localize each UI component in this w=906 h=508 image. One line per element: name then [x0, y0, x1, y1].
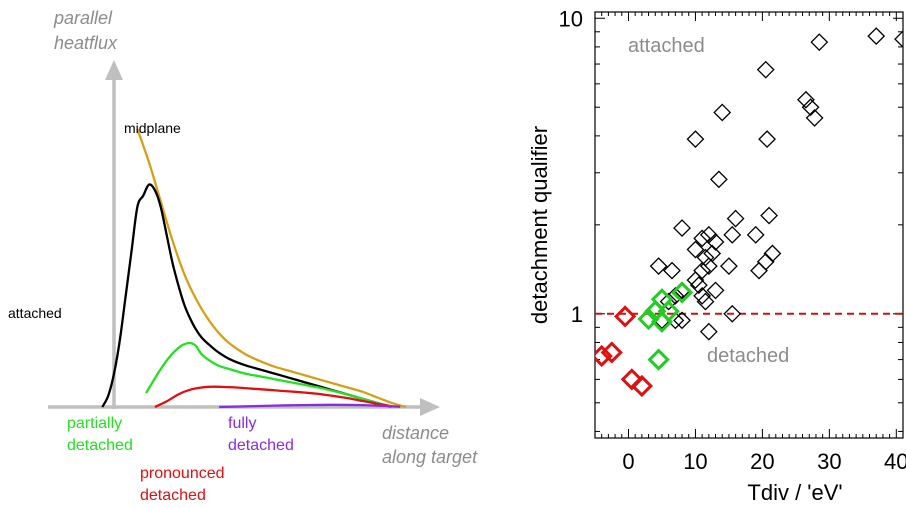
point-red [630, 374, 653, 398]
point-red [595, 344, 613, 368]
point-black [709, 170, 728, 189]
schematic-panel: parallel heatflux distance along target … [8, 8, 478, 504]
point-black [699, 322, 718, 341]
point-black [750, 261, 768, 280]
schematic-ylabel-line1: parallel [53, 8, 113, 28]
point-black [693, 229, 712, 248]
point-green [650, 288, 674, 311]
point-black [693, 286, 712, 305]
label-pronounced-line2: detached [140, 487, 206, 504]
point-black [867, 27, 886, 46]
curve-partially-detached [145, 341, 392, 409]
curve-pronounced-detached [154, 385, 392, 409]
point-black [805, 109, 824, 127]
scatter-tick-labels: 0 10 20 30 40 1 10 [559, 6, 906, 474]
schematic-xlabel-line1: distance [382, 423, 449, 443]
point-black [758, 130, 776, 149]
point-black [796, 90, 815, 109]
y-tick-label: 1 [571, 302, 583, 327]
x-tick-label: 10 [683, 449, 707, 474]
x-tick-label: 0 [622, 449, 634, 474]
point-black [673, 311, 691, 330]
point-black [723, 304, 742, 323]
point-black [673, 219, 691, 238]
scatter-points [595, 27, 903, 398]
region-label-detached: detached [707, 345, 789, 367]
point-black [801, 98, 820, 117]
point-black [723, 225, 742, 244]
x-tick-label: 20 [750, 449, 774, 474]
point-black [746, 225, 765, 244]
point-black [763, 244, 782, 263]
label-pronounced-line1: pronounced [140, 465, 225, 482]
x-tick-label: 30 [817, 449, 841, 474]
point-black [666, 286, 685, 305]
point-black [686, 271, 705, 290]
point-black [706, 233, 725, 251]
point-black [760, 206, 779, 225]
scatter-ylabel: detachment qualifier [527, 126, 552, 324]
label-fully-line1: fully [228, 415, 256, 432]
scatter-ticks [594, 12, 904, 438]
point-black [663, 261, 681, 280]
scatter-frame [594, 11, 904, 439]
point-black [696, 292, 715, 311]
point-black [686, 130, 705, 149]
label-fully-line2: detached [228, 437, 294, 454]
label-midplane: midplane [124, 120, 181, 136]
point-black [726, 209, 745, 228]
scatter-xlabel: Tdiv / 'eV' [747, 480, 842, 505]
label-partially-line1: partially [67, 415, 122, 432]
point-black [659, 292, 678, 311]
region-label-attached: attached [628, 35, 705, 57]
point-green [637, 307, 660, 331]
point-black [756, 60, 775, 79]
point-black [686, 240, 705, 259]
point-black [713, 103, 732, 122]
point-red [620, 368, 643, 391]
curve-fully-detached [219, 403, 401, 409]
point-black [689, 276, 708, 295]
point-black [894, 30, 903, 49]
label-attached: attached [8, 305, 62, 321]
point-red [600, 341, 623, 364]
point-green [650, 310, 674, 333]
point-green [670, 281, 694, 304]
point-green [647, 348, 670, 371]
point-black [810, 33, 829, 52]
point-black [719, 257, 738, 276]
point-black [649, 257, 668, 276]
schematic-ylabel-line2: heatflux [54, 33, 118, 53]
scatter-panel: 0 10 20 30 40 1 10 attached detached Tdiv / 'e… [527, 6, 906, 505]
schematic-curves [101, 128, 407, 409]
point-red [614, 305, 637, 328]
label-partially-line2: detached [67, 437, 133, 454]
point-black [699, 257, 718, 276]
curve-midplane [136, 128, 407, 409]
y-tick-label: 10 [559, 6, 583, 31]
schematic-xlabel-line2: along target [382, 447, 478, 467]
curve-attached [101, 183, 392, 409]
x-tick-label: 40 [884, 449, 906, 474]
point-black [706, 281, 725, 300]
point-black [756, 252, 775, 271]
